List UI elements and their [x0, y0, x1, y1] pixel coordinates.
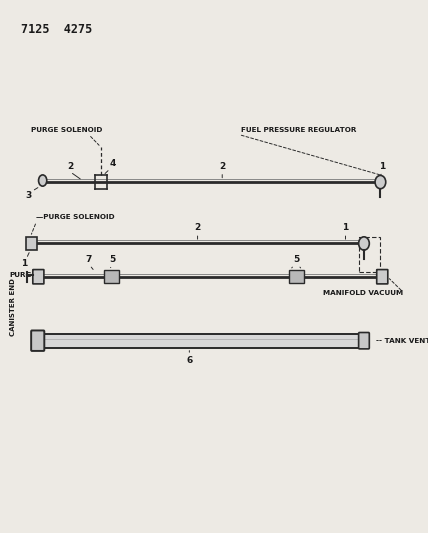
Ellipse shape	[39, 175, 47, 186]
Text: 1: 1	[342, 223, 349, 232]
Text: PURGE: PURGE	[9, 272, 37, 278]
FancyBboxPatch shape	[26, 237, 37, 250]
Text: 2: 2	[194, 223, 201, 232]
Text: 2: 2	[67, 162, 73, 171]
Text: 5: 5	[109, 255, 115, 264]
FancyBboxPatch shape	[289, 270, 303, 284]
Text: PURGE SOLENOID: PURGE SOLENOID	[31, 127, 103, 133]
Text: 4: 4	[110, 159, 116, 168]
FancyBboxPatch shape	[42, 334, 360, 348]
Text: 6: 6	[186, 356, 193, 365]
FancyBboxPatch shape	[33, 270, 44, 284]
Text: 1: 1	[379, 162, 386, 171]
Text: 1: 1	[21, 259, 27, 268]
Text: 7125  4275: 7125 4275	[21, 23, 92, 36]
Circle shape	[375, 175, 386, 189]
Circle shape	[359, 237, 369, 250]
Text: 2: 2	[219, 162, 226, 171]
Text: FUEL PRESSURE REGULATOR: FUEL PRESSURE REGULATOR	[241, 127, 356, 133]
Text: 5: 5	[293, 255, 299, 264]
FancyBboxPatch shape	[31, 330, 45, 351]
Text: MANIFOLD VACUUM: MANIFOLD VACUUM	[323, 290, 403, 296]
Text: 3: 3	[25, 191, 31, 200]
FancyBboxPatch shape	[104, 270, 119, 284]
FancyBboxPatch shape	[359, 333, 369, 349]
Text: CANISTER END: CANISTER END	[11, 278, 17, 336]
Text: 7: 7	[86, 255, 92, 264]
Text: -- TANK VENT: -- TANK VENT	[376, 338, 428, 344]
FancyBboxPatch shape	[377, 270, 388, 284]
Text: —PURGE SOLENOID: —PURGE SOLENOID	[36, 214, 115, 221]
